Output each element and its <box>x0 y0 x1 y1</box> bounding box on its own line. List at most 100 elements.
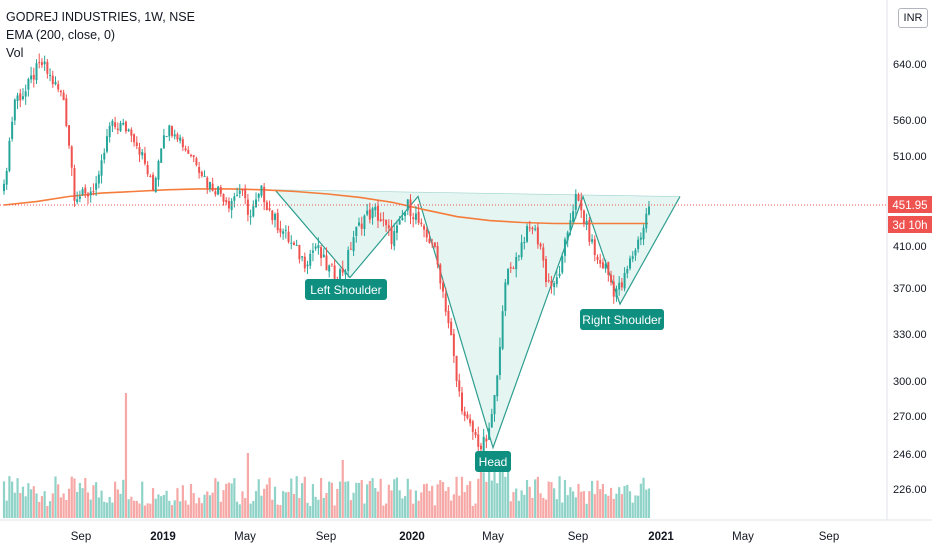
volume-bar <box>203 494 206 518</box>
neckline <box>274 189 681 197</box>
candle-body <box>488 428 491 440</box>
volume-bar <box>333 505 336 518</box>
candle-body <box>539 243 542 247</box>
candle-body <box>431 243 434 245</box>
volume-bar <box>528 486 531 518</box>
volume-bar <box>330 482 334 518</box>
candle-body <box>100 160 103 176</box>
volume-bar <box>536 476 539 518</box>
candle-body <box>119 123 122 131</box>
price-tick-label: 370.00 <box>893 283 927 295</box>
volume-bar <box>290 478 293 518</box>
candle-body <box>171 126 174 136</box>
candle-body <box>181 139 184 148</box>
volume-bar <box>509 501 512 518</box>
candle-body <box>111 120 114 126</box>
candle-body <box>615 288 618 298</box>
volume-bar <box>246 453 249 518</box>
volume-bar <box>444 491 447 518</box>
candle-body <box>238 190 241 194</box>
candle-body <box>287 231 290 242</box>
volume-bar <box>135 500 138 518</box>
candle-body <box>479 445 482 450</box>
candle-body <box>398 220 401 225</box>
volume-bar <box>62 493 65 518</box>
candle-body <box>433 242 436 247</box>
time-tick-label: 2019 <box>150 531 176 543</box>
pattern-fill <box>275 189 680 448</box>
volume-bar <box>157 494 160 518</box>
candle-body <box>306 264 309 267</box>
volume-bar <box>127 499 130 518</box>
volume-bar <box>599 489 602 518</box>
candle-body <box>146 165 149 175</box>
volume-bar <box>336 488 339 518</box>
candle-body <box>536 227 539 245</box>
candle-body <box>70 146 73 168</box>
time-axis[interactable]: Sep 2019 May Sep 2020 May Sep 2021 May Sep <box>71 531 839 543</box>
candle-body <box>629 258 632 269</box>
volume-bar <box>114 481 117 518</box>
price-tick-label: 300.00 <box>893 376 927 388</box>
candle-body <box>542 247 545 261</box>
volume-bar <box>474 503 477 518</box>
ema-indicator-label[interactable]: EMA (200, close, 0) <box>6 28 116 42</box>
candle-body <box>452 333 455 356</box>
candle-body <box>19 93 22 101</box>
candle-body <box>458 380 461 392</box>
volume-bar <box>487 467 491 518</box>
volume-bar <box>8 476 11 518</box>
symbol-title[interactable]: GODREJ INDUSTRIES, 1W, NSE <box>6 10 195 24</box>
volume-bar <box>97 497 100 518</box>
volume-bar <box>569 487 572 518</box>
candle-body <box>298 245 301 260</box>
candle-body <box>179 137 182 141</box>
volume-bar <box>436 484 439 518</box>
candle-body <box>314 246 317 249</box>
volume-bar <box>84 477 87 518</box>
left-shoulder-text: Left Shoulder <box>310 283 381 297</box>
volume-bar <box>130 496 133 518</box>
candle-body <box>423 225 426 230</box>
volume-bar <box>57 484 60 518</box>
volume-bar <box>447 486 450 518</box>
volume-bar <box>35 493 38 518</box>
volume-bar <box>352 492 355 518</box>
candle-body <box>498 346 501 376</box>
volume-bar <box>477 478 480 518</box>
volume-bar <box>322 497 325 518</box>
currency-badge[interactable]: INR <box>898 8 928 28</box>
volume-bar <box>287 491 290 518</box>
candle-body <box>406 199 409 211</box>
candle-body <box>390 226 393 245</box>
candle-body <box>325 255 328 271</box>
candle-body <box>301 256 304 258</box>
candle-body <box>244 188 247 199</box>
volume-bar <box>469 481 472 518</box>
volume-bar <box>303 476 306 518</box>
candle-body <box>276 212 279 231</box>
volume-bar <box>620 494 623 518</box>
volume-bar <box>368 480 371 518</box>
bar-countdown-value: 3d 10h <box>892 220 927 232</box>
volume-bar <box>420 492 423 518</box>
candle-body <box>547 280 550 282</box>
volume-bar <box>211 492 214 518</box>
candle-body <box>81 189 84 195</box>
candle-body <box>563 239 566 256</box>
volume-bar <box>179 501 182 518</box>
volume-bar <box>482 472 485 518</box>
candle-body <box>105 136 108 152</box>
candle-body <box>561 256 564 273</box>
volume-bar <box>553 488 556 518</box>
volume-bar <box>566 495 569 518</box>
volume-bar <box>496 483 499 518</box>
time-tick-label: May <box>234 531 256 543</box>
price-axis[interactable]: 226.00 246.00 270.00 300.00 330.00 370.00 410.… <box>893 59 927 496</box>
candle-body <box>385 220 388 226</box>
volume-bar <box>634 495 637 518</box>
volume-indicator-label[interactable]: Vol <box>6 46 24 60</box>
volume-bar <box>314 496 317 518</box>
